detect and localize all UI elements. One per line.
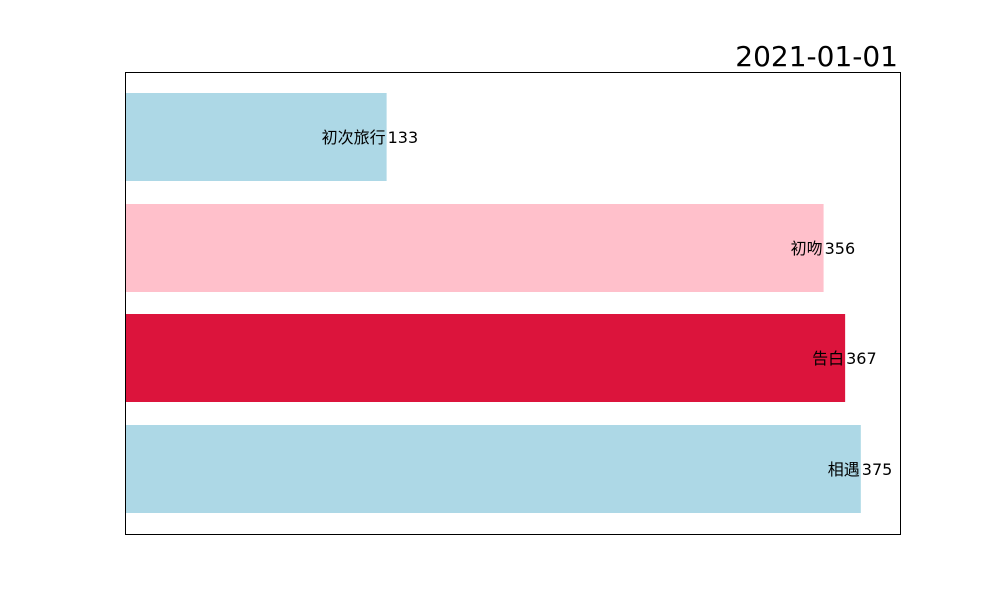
bar-3 [126,314,846,402]
bar-value-label: 356 [825,239,856,258]
bar-category-label: 相遇 [828,460,860,479]
bar-2 [126,204,824,292]
bar-value-label: 133 [388,128,419,147]
plot-area-frame [125,72,901,535]
labels-group: 初次旅行 133 初吻 356 告白 367 相遇 375 [322,128,893,479]
bars-group [126,93,861,513]
bar-category-label: 初次旅行 [322,128,386,147]
bar-category-label: 初吻 [791,239,823,258]
bar-4 [126,425,861,513]
bar-value-label: 367 [846,349,877,368]
bar-category-label: 告白 [812,349,844,368]
bar-value-label: 375 [862,460,893,479]
bar-1 [126,93,387,181]
chart-title: 2021-01-01 [735,40,898,73]
